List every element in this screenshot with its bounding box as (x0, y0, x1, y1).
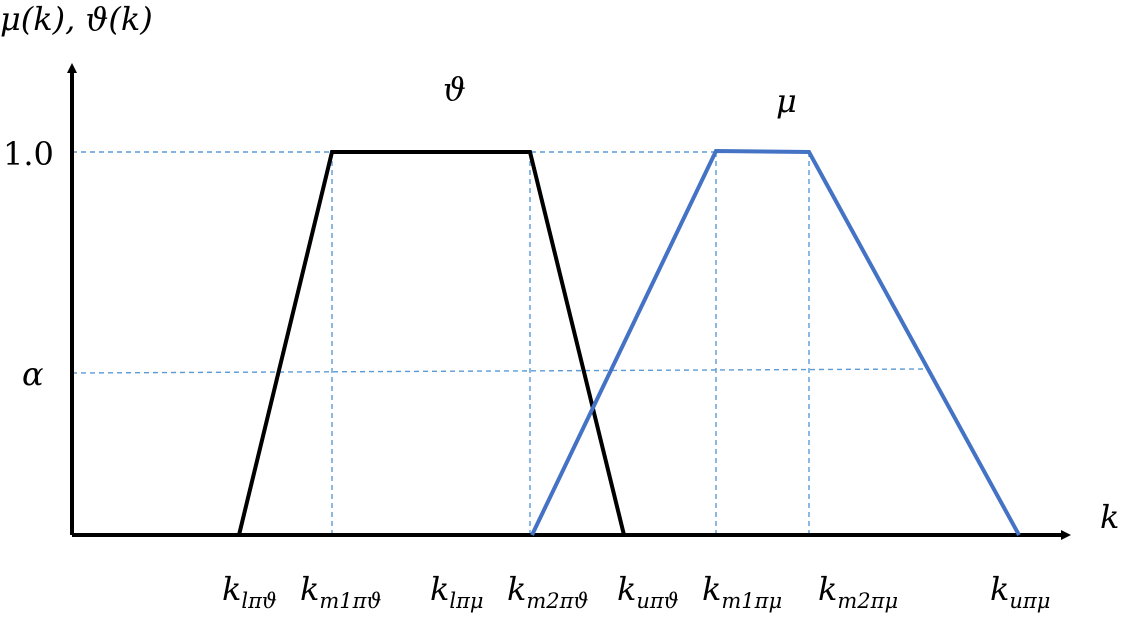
x-tick-k-u-pi-mu: kuπμ (990, 570, 1050, 613)
x-tick-k-u-pi-theta: kuπϑ (617, 570, 679, 613)
x-tick-k-l-pi-mu: klπμ (430, 570, 484, 613)
y-tick-alpha-label: α (22, 355, 44, 393)
x-tick-k-m1-pi-mu: km1πμ (702, 570, 782, 613)
x-tick-k-m1-pi-theta: km1πϑ (300, 570, 381, 613)
x-axis-label: k (1100, 498, 1119, 536)
y-axis-label: μ(k), ϑ(k) (0, 0, 153, 38)
mu-membership-curve (530, 148, 1021, 536)
guide-lines (71, 151, 926, 535)
x-tick-k-m2-pi-mu: km2πμ (818, 570, 898, 613)
x-tick-k-l-pi-theta: klπϑ (222, 570, 277, 613)
y-tick-top-label: 1.0 (3, 135, 54, 173)
guide-line-alpha (71, 368, 926, 374)
theta-curve-label: ϑ (443, 70, 466, 108)
mu-curve-label: μ (776, 82, 797, 120)
x-tick-k-m2-pi-theta: km2πϑ (507, 570, 588, 613)
theta-membership-curve (237, 150, 626, 536)
